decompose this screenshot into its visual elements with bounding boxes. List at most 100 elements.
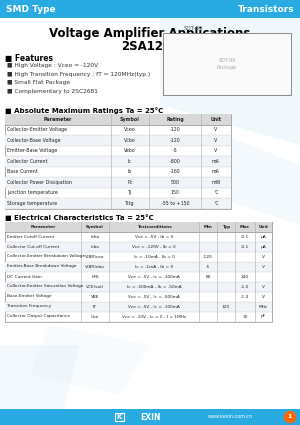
Bar: [5, 281, 272, 292]
Text: Tstg: Tstg: [125, 201, 135, 206]
Text: Parameter: Parameter: [30, 224, 56, 229]
Text: Ic: Ic: [128, 159, 132, 164]
Text: 240: 240: [241, 275, 249, 278]
Text: -0.1: -0.1: [241, 235, 249, 238]
Text: Emitter-Base Voltage: Emitter-Base Voltage: [7, 148, 57, 153]
Text: Ic = -1mA , Ib = 0: Ic = -1mA , Ib = 0: [135, 264, 173, 269]
Text: -120: -120: [169, 127, 180, 132]
Text: °C: °C: [213, 201, 219, 206]
Text: Emitter Cutoff Current: Emitter Cutoff Current: [7, 235, 54, 238]
Text: Vceo: Vceo: [124, 127, 136, 132]
Text: VCE(sat): VCE(sat): [86, 284, 104, 289]
Text: -120: -120: [169, 138, 180, 143]
Text: Symbol: Symbol: [120, 117, 140, 122]
Text: Collector-Emitter Breakdown Voltage: Collector-Emitter Breakdown Voltage: [7, 255, 85, 258]
Text: Transistors: Transistors: [237, 5, 294, 14]
Text: Collector Output Capacitance: Collector Output Capacitance: [7, 314, 70, 318]
Text: 150: 150: [170, 190, 179, 195]
Text: Testconditions: Testconditions: [136, 224, 171, 229]
Text: mA: mA: [212, 169, 220, 174]
Bar: [163, 33, 291, 95]
Text: -5: -5: [172, 148, 177, 153]
Text: Symbol: Symbol: [86, 224, 104, 229]
Text: Vebo: Vebo: [124, 148, 136, 153]
Text: ■ Small Flat Package: ■ Small Flat Package: [7, 80, 70, 85]
Text: Icbo: Icbo: [91, 244, 100, 249]
Text: -800: -800: [169, 159, 180, 164]
Text: Unit: Unit: [259, 224, 269, 229]
Text: Unit: Unit: [210, 117, 222, 122]
Text: V: V: [214, 138, 218, 143]
Text: Rating: Rating: [166, 117, 184, 122]
Text: Typ: Typ: [222, 224, 230, 229]
Text: Base-Emitter Voltage: Base-Emitter Voltage: [7, 295, 52, 298]
Text: Ic = -10mA , Ib = 0: Ic = -10mA , Ib = 0: [134, 255, 174, 258]
Text: -55 to +150: -55 to +150: [161, 201, 189, 206]
Text: 500: 500: [170, 180, 179, 185]
Text: www.kexin.com.cn: www.kexin.com.cn: [207, 414, 253, 419]
Text: -1.0: -1.0: [241, 295, 249, 298]
Text: Voltage Amplifier Applications: Voltage Amplifier Applications: [49, 26, 251, 40]
Text: Collector Current: Collector Current: [7, 159, 47, 164]
Text: Max: Max: [240, 224, 250, 229]
Text: V: V: [262, 264, 265, 269]
Text: °C: °C: [213, 190, 219, 195]
Text: Vce = -5V , Ic = -500mA: Vce = -5V , Ic = -500mA: [128, 295, 180, 298]
Bar: [5, 221, 272, 321]
Bar: [0, 0, 300, 18]
Text: Vce = -5V , Ic = -100mA: Vce = -5V , Ic = -100mA: [128, 304, 180, 309]
Text: SOT-89
Package: SOT-89 Package: [217, 58, 237, 70]
Text: MHz: MHz: [259, 304, 268, 309]
Text: Pc: Pc: [127, 180, 133, 185]
Text: -160: -160: [169, 169, 180, 174]
Text: Ib: Ib: [128, 169, 132, 174]
Text: Vce = -5V , Ic = -100mA: Vce = -5V , Ic = -100mA: [128, 275, 180, 278]
Text: Iebo: Iebo: [90, 235, 100, 238]
Text: μA: μA: [261, 244, 266, 249]
Bar: [5, 177, 231, 187]
Text: V(BR)ceo: V(BR)ceo: [85, 255, 105, 258]
Text: ■ Electrical Characteristics Ta = 25°C: ■ Electrical Characteristics Ta = 25°C: [5, 215, 154, 221]
Text: Parameter: Parameter: [44, 117, 72, 122]
Text: mA: mA: [212, 159, 220, 164]
Text: -0.1: -0.1: [241, 244, 249, 249]
Text: ■ High Voltage : Vceo = -120V: ■ High Voltage : Vceo = -120V: [7, 63, 98, 68]
Text: 1: 1: [288, 414, 292, 419]
Text: 120: 120: [222, 304, 230, 309]
Text: V: V: [262, 255, 265, 258]
Text: 80: 80: [206, 275, 211, 278]
Bar: [5, 221, 272, 232]
Text: -1.0: -1.0: [241, 284, 249, 289]
Text: Collector-Emitter Saturation Voltage: Collector-Emitter Saturation Voltage: [7, 284, 83, 289]
Bar: [5, 135, 231, 145]
Bar: [5, 156, 231, 167]
Text: ■ Absolute Maximum Ratings Ta = 25°C: ■ Absolute Maximum Ratings Ta = 25°C: [5, 107, 163, 114]
Text: Storage temperature: Storage temperature: [7, 201, 57, 206]
Text: -5: -5: [206, 264, 210, 269]
Text: DC Current Gain: DC Current Gain: [7, 275, 42, 278]
Text: ■ High Transition Frequency : fT = 120MHz(typ.): ■ High Transition Frequency : fT = 120MH…: [7, 71, 150, 76]
Text: Collector Cut-off Current: Collector Cut-off Current: [7, 244, 59, 249]
Text: Vce = -120V , Ib = 0: Vce = -120V , Ib = 0: [132, 244, 176, 249]
Text: Tj: Tj: [128, 190, 132, 195]
Text: fT: fT: [93, 304, 97, 309]
Text: V: V: [262, 295, 265, 298]
Text: Vce = -5V , Ib = 0: Vce = -5V , Ib = 0: [135, 235, 173, 238]
Text: Transition Frequency: Transition Frequency: [7, 304, 51, 309]
Bar: [5, 198, 231, 209]
Text: Base Current: Base Current: [7, 169, 38, 174]
Text: ■ Complementary to 2SC2681: ■ Complementary to 2SC2681: [7, 88, 98, 94]
Text: EXIN: EXIN: [140, 413, 160, 422]
Bar: [115, 413, 124, 421]
Text: Min: Min: [204, 224, 212, 229]
Polygon shape: [180, 125, 300, 225]
Text: V: V: [214, 127, 218, 132]
Text: SMD Type: SMD Type: [6, 5, 56, 14]
Text: pF: pF: [261, 314, 266, 318]
Text: -120: -120: [203, 255, 213, 258]
Text: Junction temperature: Junction temperature: [7, 190, 58, 195]
Text: Vce = -10V , Ic = 0 , f = 1MHz: Vce = -10V , Ic = 0 , f = 1MHz: [122, 314, 186, 318]
Text: Collector-Emitter Voltage: Collector-Emitter Voltage: [7, 127, 67, 132]
Bar: [5, 241, 272, 252]
Text: Ic = -500mA , Ib = -50mA: Ic = -500mA , Ib = -50mA: [127, 284, 181, 289]
